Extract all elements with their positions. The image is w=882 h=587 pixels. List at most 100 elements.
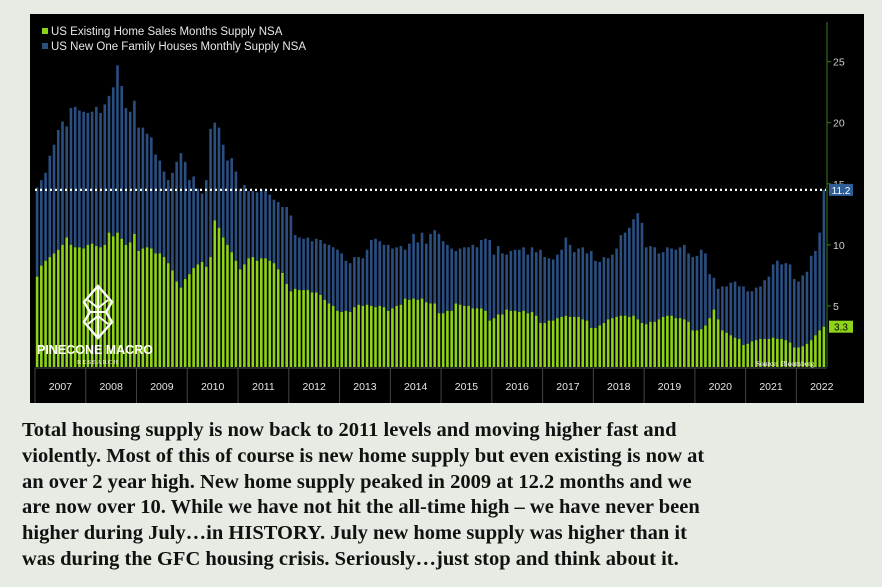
bar-new-supply	[243, 185, 246, 265]
bar-existing-supply	[374, 307, 377, 367]
bar-existing-supply	[577, 316, 580, 367]
bar-existing-supply	[69, 244, 73, 367]
bar-new-supply	[395, 247, 398, 306]
bar-new-supply	[479, 239, 483, 309]
bar-new-supply	[458, 248, 462, 305]
bar-new-supply	[678, 247, 682, 319]
bar-new-supply	[99, 112, 102, 248]
bar-existing-supply	[543, 323, 547, 367]
bar-new-supply	[509, 250, 513, 311]
bar-existing-supply	[513, 310, 517, 367]
end-label-new-box	[829, 183, 853, 196]
bar-new-supply	[302, 238, 305, 291]
bar-existing-supply	[103, 244, 107, 367]
bar-new-supply	[801, 275, 805, 347]
x-tick-label: 2012	[302, 381, 326, 393]
bar-new-supply	[729, 282, 733, 336]
bar-existing-supply	[594, 327, 597, 367]
caption: Total housing supply is now back to 2011…	[22, 418, 872, 573]
bar-existing-supply	[814, 335, 817, 367]
bar-new-supply	[649, 246, 652, 322]
legend-label-new: US New One Family Houses Monthly Supply …	[51, 41, 306, 53]
bar-existing-supply	[458, 304, 462, 367]
bar-new-supply	[594, 260, 597, 328]
bar-existing-supply	[644, 324, 648, 367]
bar-existing-supply	[818, 330, 821, 367]
bar-new-supply	[259, 189, 263, 259]
bar-new-supply	[35, 187, 39, 277]
bar-new-supply	[171, 172, 174, 271]
bar-existing-supply	[666, 315, 669, 367]
bar-new-supply	[82, 111, 85, 249]
bar-existing-supply	[183, 279, 187, 367]
bar-existing-supply	[268, 260, 272, 367]
x-tick-label: 2008	[99, 381, 123, 393]
bar-new-supply	[327, 244, 331, 304]
bar-new-supply	[501, 253, 504, 315]
bar-new-supply	[589, 250, 593, 328]
bar-new-supply	[742, 286, 745, 346]
bar-existing-supply	[424, 302, 428, 367]
bar-existing-supply	[319, 294, 322, 367]
bar-existing-supply	[395, 305, 398, 367]
bar-existing-supply	[454, 303, 458, 367]
bar-existing-supply	[166, 263, 170, 367]
bar-new-supply	[788, 264, 792, 343]
bar-new-supply	[238, 188, 242, 270]
bar-new-supply	[196, 188, 200, 265]
bar-new-supply	[437, 233, 441, 314]
bar-existing-supply	[264, 258, 267, 367]
bar-new-supply	[429, 233, 432, 304]
bar-new-supply	[463, 247, 466, 306]
bar-existing-supply	[505, 309, 508, 367]
bar-existing-supply	[306, 290, 310, 367]
bar-existing-supply	[416, 299, 420, 367]
bar-existing-supply	[615, 316, 618, 367]
bar-existing-supply	[217, 227, 221, 367]
bar-new-supply	[158, 160, 162, 254]
bar-existing-supply	[737, 338, 741, 367]
bar-new-supply	[822, 189, 826, 327]
logo-sub: RESEARCH	[77, 359, 119, 366]
bar-new-supply	[776, 260, 779, 339]
bar-existing-supply	[40, 265, 43, 367]
bar-existing-supply	[446, 310, 449, 367]
bar-existing-supply	[729, 335, 733, 367]
bar-existing-supply	[323, 299, 327, 367]
bar-existing-supply	[205, 266, 208, 367]
bar-existing-supply	[145, 247, 149, 367]
bar-new-supply	[547, 258, 551, 321]
bar-new-supply	[704, 253, 707, 326]
bar-new-supply	[602, 257, 606, 324]
bar-new-supply	[771, 264, 775, 338]
bar-existing-supply	[382, 307, 386, 367]
legend-background	[38, 22, 338, 56]
bar-existing-supply	[353, 307, 356, 367]
bar-existing-supply	[492, 318, 496, 367]
bar-new-supply	[539, 249, 542, 324]
bar-new-supply	[323, 243, 327, 300]
x-tick-label: 2015	[455, 381, 479, 393]
x-tick-label: 2019	[658, 381, 682, 393]
bar-existing-supply	[611, 318, 614, 367]
bar-existing-supply	[56, 249, 60, 367]
bar-new-supply	[230, 158, 233, 253]
bar-new-supply	[154, 154, 157, 254]
bar-existing-supply	[742, 345, 745, 367]
bar-new-supply	[716, 288, 720, 320]
bar-new-supply	[78, 110, 81, 248]
bar-new-supply	[446, 244, 449, 311]
bar-new-supply	[217, 127, 221, 228]
bar-new-supply	[657, 253, 661, 320]
bar-existing-supply	[314, 292, 318, 367]
bar-existing-supply	[682, 319, 686, 367]
bar-new-supply	[111, 87, 115, 237]
bar-existing-supply	[221, 237, 225, 367]
bar-existing-supply	[230, 252, 233, 367]
clipped-heading	[0, 0, 882, 13]
bar-existing-supply	[551, 320, 555, 367]
bar-new-supply	[150, 137, 153, 249]
bar-new-supply	[61, 121, 64, 245]
bar-new-supply	[763, 280, 766, 339]
bar-new-supply	[128, 111, 132, 243]
